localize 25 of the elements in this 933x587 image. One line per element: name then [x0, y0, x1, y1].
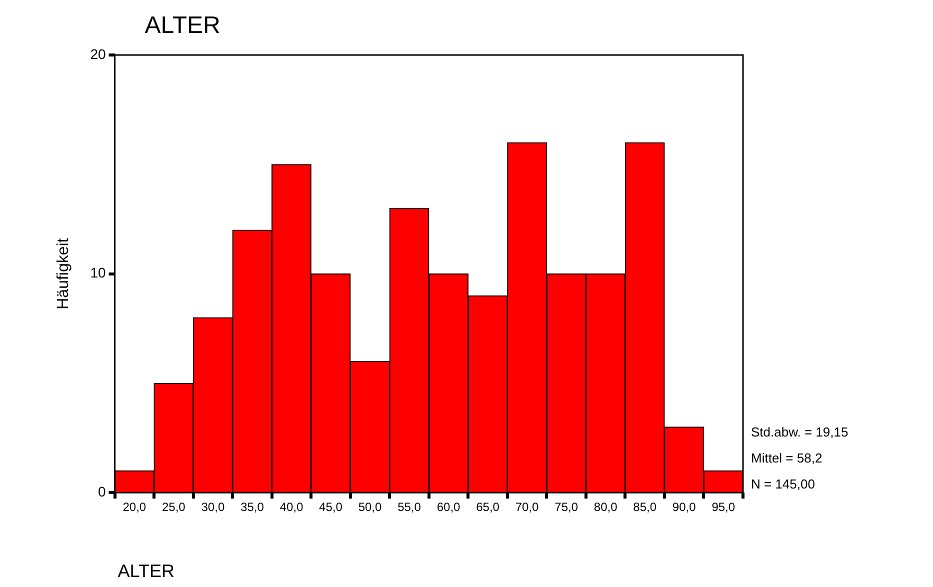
x-tick-label: 30,0 — [201, 500, 225, 514]
x-tick-label: 35,0 — [240, 500, 264, 514]
y-tick-label: 20 — [90, 46, 106, 62]
x-tick-label: 70,0 — [515, 500, 540, 514]
text: N = 145,00 — [751, 476, 815, 492]
x-tick-label: 65,0 — [476, 500, 500, 514]
x-tick-label: 20,0 — [122, 500, 146, 514]
text: Mittel = 58,2 — [751, 450, 822, 466]
x-tick-label: 45,0 — [319, 500, 343, 514]
x-tick-label: 25,0 — [162, 500, 186, 514]
x-tick-label: 95,0 — [712, 500, 736, 514]
chart-title: ALTER — [144, 12, 220, 39]
x-tick-label: 80,0 — [594, 500, 618, 514]
x-tick-label: 60,0 — [436, 500, 461, 514]
x-tick-label: 90,0 — [672, 500, 696, 514]
y-tick-label: 10 — [90, 264, 106, 281]
x-tick-label: 40,0 — [280, 500, 304, 514]
y-tick-label: 0 — [98, 483, 106, 500]
text: Std.abw. = 19,15 — [751, 424, 848, 440]
x-axis-title: ALTER — [118, 561, 174, 581]
x-tick-label: 50,0 — [358, 500, 382, 514]
x-tick-label: 75,0 — [554, 500, 578, 514]
x-tick-label: 85,0 — [633, 500, 657, 514]
y-axis-title: Häufigkeit — [55, 238, 72, 310]
x-tick-label: 55,0 — [398, 500, 422, 514]
